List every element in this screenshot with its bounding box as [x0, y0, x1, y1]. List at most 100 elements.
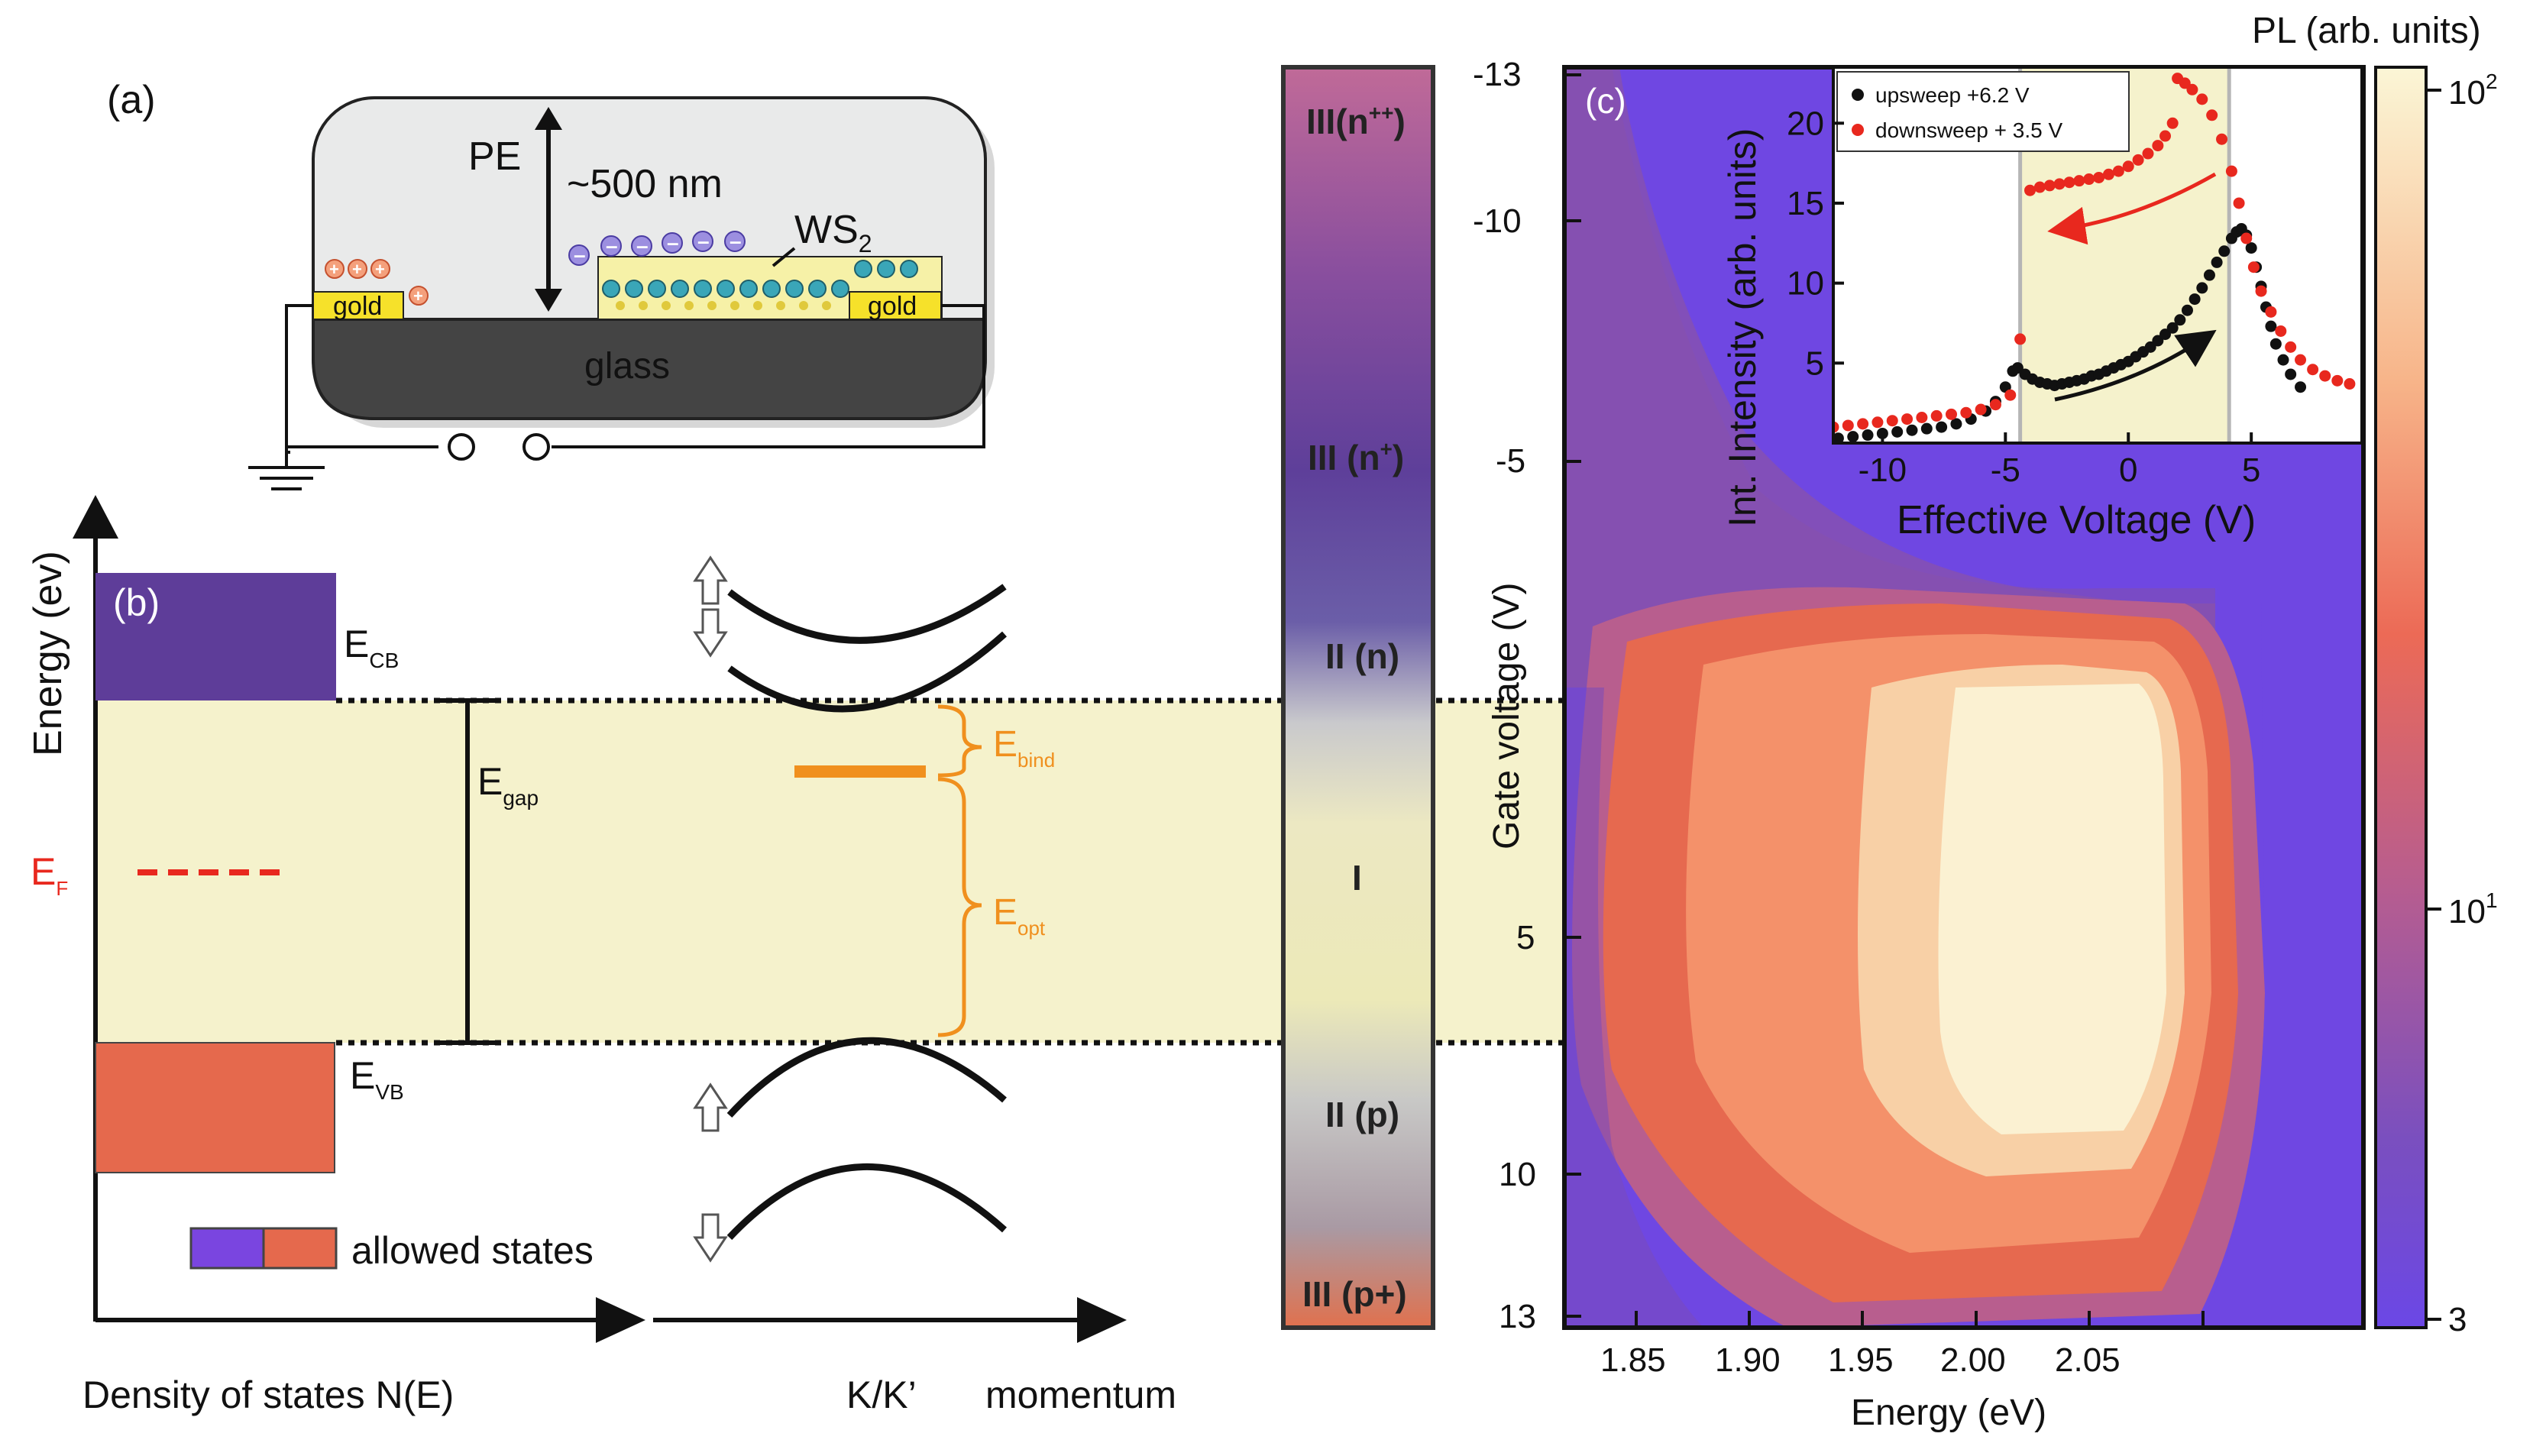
region-ii-p: II (p) — [1325, 1095, 1399, 1134]
ef-label: EF — [31, 850, 68, 900]
terminal-left — [448, 433, 475, 461]
upsweep-point — [1847, 431, 1859, 443]
legend-marker-upsweep — [1852, 89, 1864, 101]
momentum-axis-label: momentum — [985, 1373, 1176, 1416]
panel-c-label: (c) — [1585, 81, 1626, 121]
colorbar-tick-top: 102 — [2448, 70, 2498, 112]
y-tick: -13 — [1473, 56, 1522, 93]
legend-vb-swatch — [262, 1227, 338, 1270]
downsweep-point — [1989, 399, 2001, 411]
ground-icon — [248, 447, 325, 490]
svg-text:+: + — [413, 286, 423, 306]
spin-down-arrow-icon — [693, 1213, 728, 1263]
inset-plot: upsweep +6.2 V downsweep + 3.5 V -10 -5 0 5… — [1721, 66, 2363, 542]
downsweep-point — [1975, 403, 1987, 416]
upsweep-point — [2189, 293, 2201, 306]
downsweep-point — [2285, 341, 2297, 353]
downsweep-point — [2004, 389, 2017, 401]
downsweep-point — [2247, 261, 2260, 273]
y-tick: 5 — [1516, 919, 1535, 956]
gold-contact-right — [849, 291, 942, 320]
svg-text:–: – — [667, 231, 679, 254]
downsweep-point — [2233, 197, 2245, 209]
y-tick: -5 — [1496, 442, 1525, 480]
upsweep-point — [1950, 418, 1962, 430]
downsweep-point — [2112, 165, 2124, 177]
colorbar: PL (arb. units) 102 101 3 — [2252, 11, 2498, 1338]
downsweep-point — [2083, 173, 2095, 186]
valence-band-block — [95, 1042, 335, 1173]
upsweep-point — [2152, 335, 2164, 347]
x-tick: 1.90 — [1715, 1341, 1781, 1379]
downsweep-point — [1901, 413, 1914, 425]
x-axis-ticks — [1635, 1311, 2205, 1328]
energy-axis-label: Energy (eV) — [1851, 1393, 2046, 1433]
upsweep-point — [1920, 422, 1933, 435]
inset-y-tick: 5 — [1806, 345, 1824, 382]
panel-b-band-diagram: Energy (ev) (b) Egap ECB EVB EF — [26, 495, 2363, 1416]
x-axis-arrow-icon — [596, 1297, 645, 1343]
x-tick: 2.00 — [1940, 1341, 2006, 1379]
legend-marker-downsweep — [1852, 124, 1864, 136]
inset-legend: upsweep +6.2 V downsweep + 3.5 V — [1836, 71, 2130, 152]
y-axis-arrow-icon — [73, 495, 118, 539]
svg-text:+: + — [329, 260, 339, 279]
gold-left-label: gold — [333, 292, 382, 321]
upsweep-point — [2144, 341, 2156, 353]
downsweep-point — [2196, 93, 2208, 105]
upsweep-arrow-icon — [2054, 329, 2217, 402]
negative-charges — [568, 231, 746, 266]
downsweep-point — [2102, 168, 2114, 180]
pe-label: PE — [468, 134, 521, 179]
downsweep-point — [1886, 415, 1898, 427]
inset-y-tick: 15 — [1787, 185, 1824, 222]
downsweep-point — [2255, 285, 2267, 297]
svg-text:–: – — [606, 234, 618, 257]
eopt-label: Eopt — [993, 892, 1046, 940]
inset-x-tick: 5 — [2242, 451, 2260, 489]
upsweep-point — [2269, 338, 2282, 350]
thickness-label: ~500 nm — [567, 162, 723, 206]
eopt-brace — [937, 777, 982, 1037]
colorbar-tick-bot: 3 — [2448, 1301, 2467, 1338]
y-axis-ticks — [1564, 73, 1581, 1318]
inset-y-tick: 10 — [1787, 265, 1824, 303]
x-tick: 2.05 — [2055, 1341, 2121, 1379]
y-tick: 13 — [1499, 1298, 1536, 1335]
inset-y-axis-label: Int. Intensity (arb. units) — [1721, 128, 1764, 527]
cb-upper-curve — [727, 584, 1007, 644]
region-ii-n: II (n) — [1325, 636, 1399, 676]
upsweep-point — [2295, 381, 2307, 393]
downsweep-point — [2216, 133, 2228, 145]
upsweep-point — [1862, 429, 1874, 442]
downsweep-point — [2206, 109, 2218, 121]
k-point-label: K/K’ — [846, 1373, 917, 1416]
cb-lower-curve — [727, 631, 1007, 713]
gold-right-label: gold — [868, 292, 917, 321]
upsweep-point — [2159, 328, 2172, 341]
legend-cb-swatch — [189, 1227, 265, 1270]
upsweep-point — [2011, 362, 2024, 374]
ebind-brace — [937, 704, 982, 778]
downsweep-point — [2033, 181, 2046, 193]
colorbar-title: PL (arb. units) — [2252, 11, 2481, 51]
terminal-right — [522, 433, 550, 461]
downsweep-point — [2142, 147, 2154, 160]
downsweep-point — [2307, 364, 2319, 376]
x-tick: 1.85 — [1600, 1341, 1666, 1379]
downsweep-point — [2186, 83, 2198, 95]
upsweep-point — [1936, 421, 1948, 433]
svg-text:+: + — [352, 260, 362, 279]
ecb-label: ECB — [344, 623, 399, 672]
downsweep-point — [2166, 117, 2179, 129]
upsweep-point — [2285, 368, 2297, 380]
downsweep-point — [2053, 178, 2066, 190]
upsweep-point — [2196, 282, 2208, 294]
downsweep-point — [2344, 378, 2356, 390]
svg-text:–: – — [697, 229, 710, 253]
downsweep-point — [1916, 412, 1928, 424]
upsweep-point — [2203, 269, 2215, 281]
downsweep-point — [2265, 306, 2277, 318]
panel-a-label: (a) — [107, 78, 156, 122]
